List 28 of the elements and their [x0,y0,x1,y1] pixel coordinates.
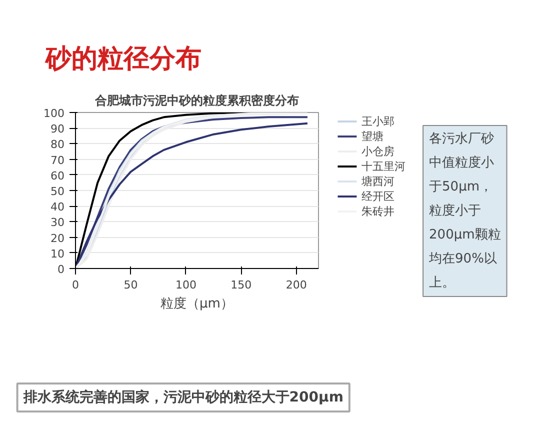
legend-label: 十五里河 [361,160,406,173]
legend-label: 望塘 [361,130,384,143]
y-tick-label: 100 [44,107,65,120]
x-axis-title: 粒度（μm） [160,296,234,312]
x-tick-label: 200 [286,278,307,292]
chart-subtitle: 合肥城市污泥中砂的粒度累积密度分布 [94,94,299,108]
x-tick-label: 100 [175,278,196,292]
text: 排水系统完善的国家，污泥中砂的粒径大于200μm [22,388,344,406]
x-tick-label: 50 [124,278,138,292]
x-tick-label: 150 [230,278,252,292]
legend-label: 小仓房 [361,145,394,158]
y-tick-label: 60 [50,169,65,182]
legend-label: 王小郢 [361,115,394,128]
legend-label: 塘西河 [360,175,394,188]
y-tick-label: 10 [50,247,65,260]
legend-label: 经开区 [361,190,394,203]
y-tick-label: 90 [50,122,65,136]
y-tick-label: 40 [50,200,65,214]
y-tick-label: 30 [50,216,65,230]
y-tick-label: 50 [50,185,65,198]
y-tick-label: 20 [50,232,65,245]
chart-title: 砂的粒径分布 [44,44,202,74]
text: 各污水厂砂中值粒度小于50μm，粒度小于200μm颗粒均在90%以上。 [428,131,501,290]
y-tick-label: 80 [50,138,65,152]
legend-label: 朱砖井 [361,205,394,218]
y-tick-label: 70 [50,154,65,167]
x-tick-label: 0 [72,278,79,292]
y-tick-label: 0 [58,263,64,276]
